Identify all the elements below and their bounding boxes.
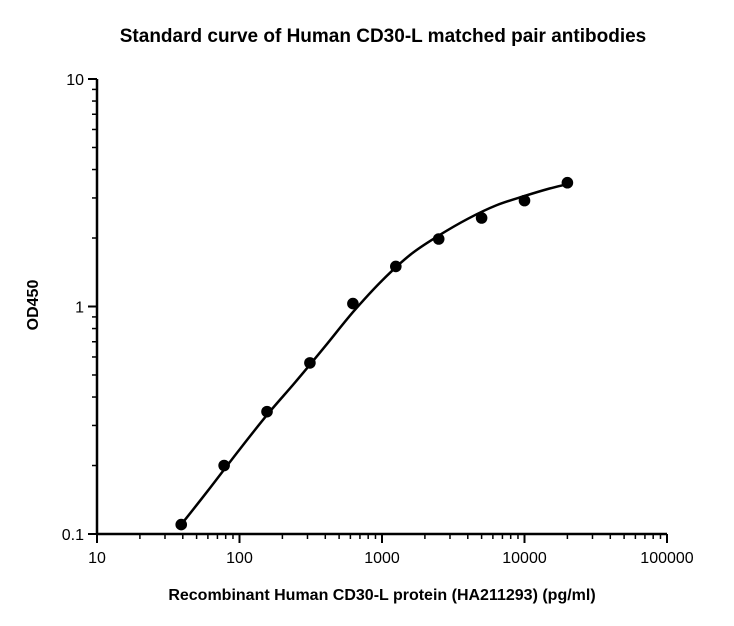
data-point (347, 297, 359, 310)
data-point (261, 405, 273, 418)
data-point (175, 518, 188, 531)
x-tick-label: 1000 (364, 550, 400, 567)
fit-curve-line (180, 182, 568, 526)
y-tick-label: 10 (66, 72, 84, 89)
chart-title: Standard curve of Human CD30-L matched p… (120, 26, 646, 47)
x-axis-title: Recombinant Human CD30-L protein (HA2112… (168, 587, 595, 604)
x-tick-label: 100000 (640, 550, 693, 567)
x-tick-label: 10 (88, 550, 106, 567)
data-point (432, 233, 445, 245)
data-point (304, 357, 316, 369)
data-point (218, 459, 230, 472)
axes: 10 100 1000 10000 100000 0.1 1 10 (62, 72, 694, 567)
data-points (175, 176, 574, 531)
data-point (561, 176, 574, 189)
y-axis-title: OD450 (25, 280, 42, 331)
y-tick-label: 0.1 (62, 527, 84, 544)
y-tick-label: 1 (75, 300, 84, 317)
data-point (475, 212, 488, 224)
data-point (390, 260, 402, 273)
data-point (518, 194, 531, 207)
x-tick-label: 100 (226, 550, 253, 567)
x-tick-label: 10000 (502, 550, 547, 567)
